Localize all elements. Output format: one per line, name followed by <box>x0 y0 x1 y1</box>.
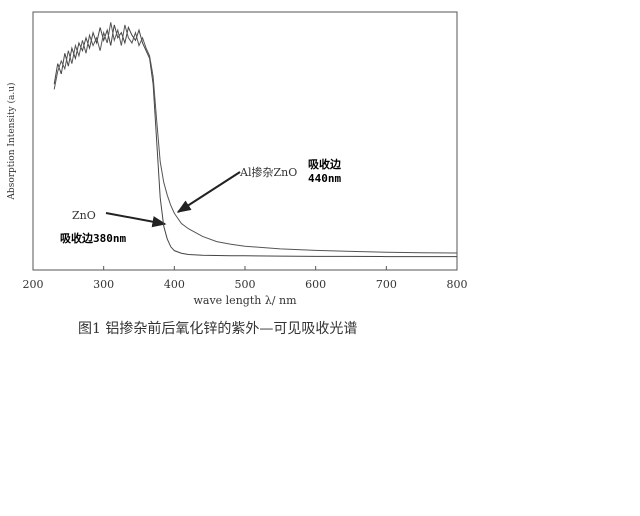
x-tick-label: 400 <box>164 278 185 291</box>
arrow <box>176 171 241 213</box>
series-label: ZnO <box>72 209 96 222</box>
x-tick-label: 600 <box>305 278 326 291</box>
x-tick-label: 800 <box>447 278 468 291</box>
series-line <box>53 22 458 254</box>
y-axis-label: Absorption Intensity (a.u) <box>6 82 17 200</box>
x-axis-label: wave length λ/ nm <box>193 294 297 307</box>
x-tick-label: 700 <box>376 278 397 291</box>
annotation: 吸收边 <box>308 157 342 171</box>
x-tick-label: 200 <box>23 278 44 291</box>
annotation: 吸收边380nm <box>60 231 126 245</box>
series-label: Al掺杂ZnO <box>239 165 297 179</box>
arrow <box>105 212 167 228</box>
annotation: 440nm <box>308 172 341 185</box>
caption: 图1 铝掺杂前后氧化锌的紫外—可见吸收光谱 <box>78 320 357 337</box>
x-tick-label: 300 <box>93 278 114 291</box>
series-line <box>53 24 457 258</box>
x-tick-label: 500 <box>235 278 256 291</box>
